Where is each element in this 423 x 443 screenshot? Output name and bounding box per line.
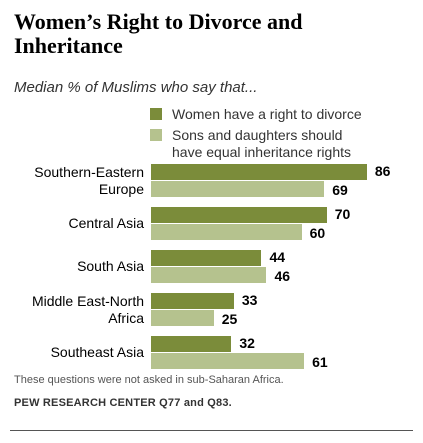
category-label-line: Southeast Asia	[50, 344, 144, 360]
category-label: Southeast Asia	[14, 344, 144, 361]
legend-label-divorce-line-1: Women have a right to divorce	[172, 106, 362, 122]
footer-rule	[10, 430, 413, 431]
legend-item-divorce: Women have a right to divorce	[150, 106, 420, 123]
chart-source: PEW RESEARCH CENTER Q77 and Q83.	[14, 397, 232, 409]
bar-divorce	[151, 164, 367, 180]
bar-inheritance	[151, 267, 267, 283]
legend: Women have a right to divorce Sons and d…	[150, 106, 420, 165]
category-label-line: Europe	[98, 180, 144, 197]
value-label-inheritance: 25	[221, 311, 238, 327]
value-label-divorce: 70	[334, 206, 351, 222]
bar-inheritance	[151, 353, 305, 369]
bar-inheritance	[151, 310, 214, 326]
legend-label-inheritance-line-2: have equal inheritance rights	[172, 144, 352, 160]
bar-divorce	[151, 207, 327, 223]
value-label-inheritance: 46	[274, 268, 291, 284]
chart-title: Women’s Right to Divorce and Inheritance	[14, 9, 303, 58]
bar-divorce	[151, 336, 232, 352]
bar-inheritance	[151, 224, 302, 240]
chart-subtitle: Median % of Muslims who say that...	[14, 79, 258, 96]
value-label-divorce: 33	[241, 292, 258, 308]
bar-divorce	[151, 293, 234, 309]
value-label-inheritance: 69	[332, 182, 348, 198]
bar-inheritance	[151, 181, 325, 197]
category-label-line: Middle East-North	[31, 292, 144, 309]
category-label: Middle East-North Africa	[14, 293, 144, 327]
value-label-divorce: 86	[374, 163, 391, 179]
value-label-divorce: 32	[239, 335, 255, 351]
category-label: Southern-Eastern Europe	[14, 164, 144, 198]
category-label-line: Africa	[108, 309, 144, 326]
category-label-line: South Asia	[77, 258, 144, 274]
value-label-inheritance: 60	[309, 225, 326, 241]
value-label-divorce: 44	[269, 249, 286, 265]
category-label: Central Asia	[14, 215, 144, 232]
category-label: South Asia	[14, 258, 144, 275]
category-label-line: Central Asia	[68, 215, 144, 231]
legend-swatch-inheritance	[150, 129, 162, 141]
legend-swatch-divorce	[150, 108, 162, 120]
bar-divorce	[151, 250, 262, 266]
legend-item-inheritance: Sons and daughters should have equal inh…	[150, 127, 420, 161]
category-label-line: Southern-Eastern	[34, 163, 144, 180]
legend-label-inheritance-line-1: Sons and daughters should	[172, 127, 343, 143]
value-label-inheritance: 61	[312, 354, 328, 370]
chart-note: These questions were not asked in sub-Sa…	[14, 374, 284, 386]
